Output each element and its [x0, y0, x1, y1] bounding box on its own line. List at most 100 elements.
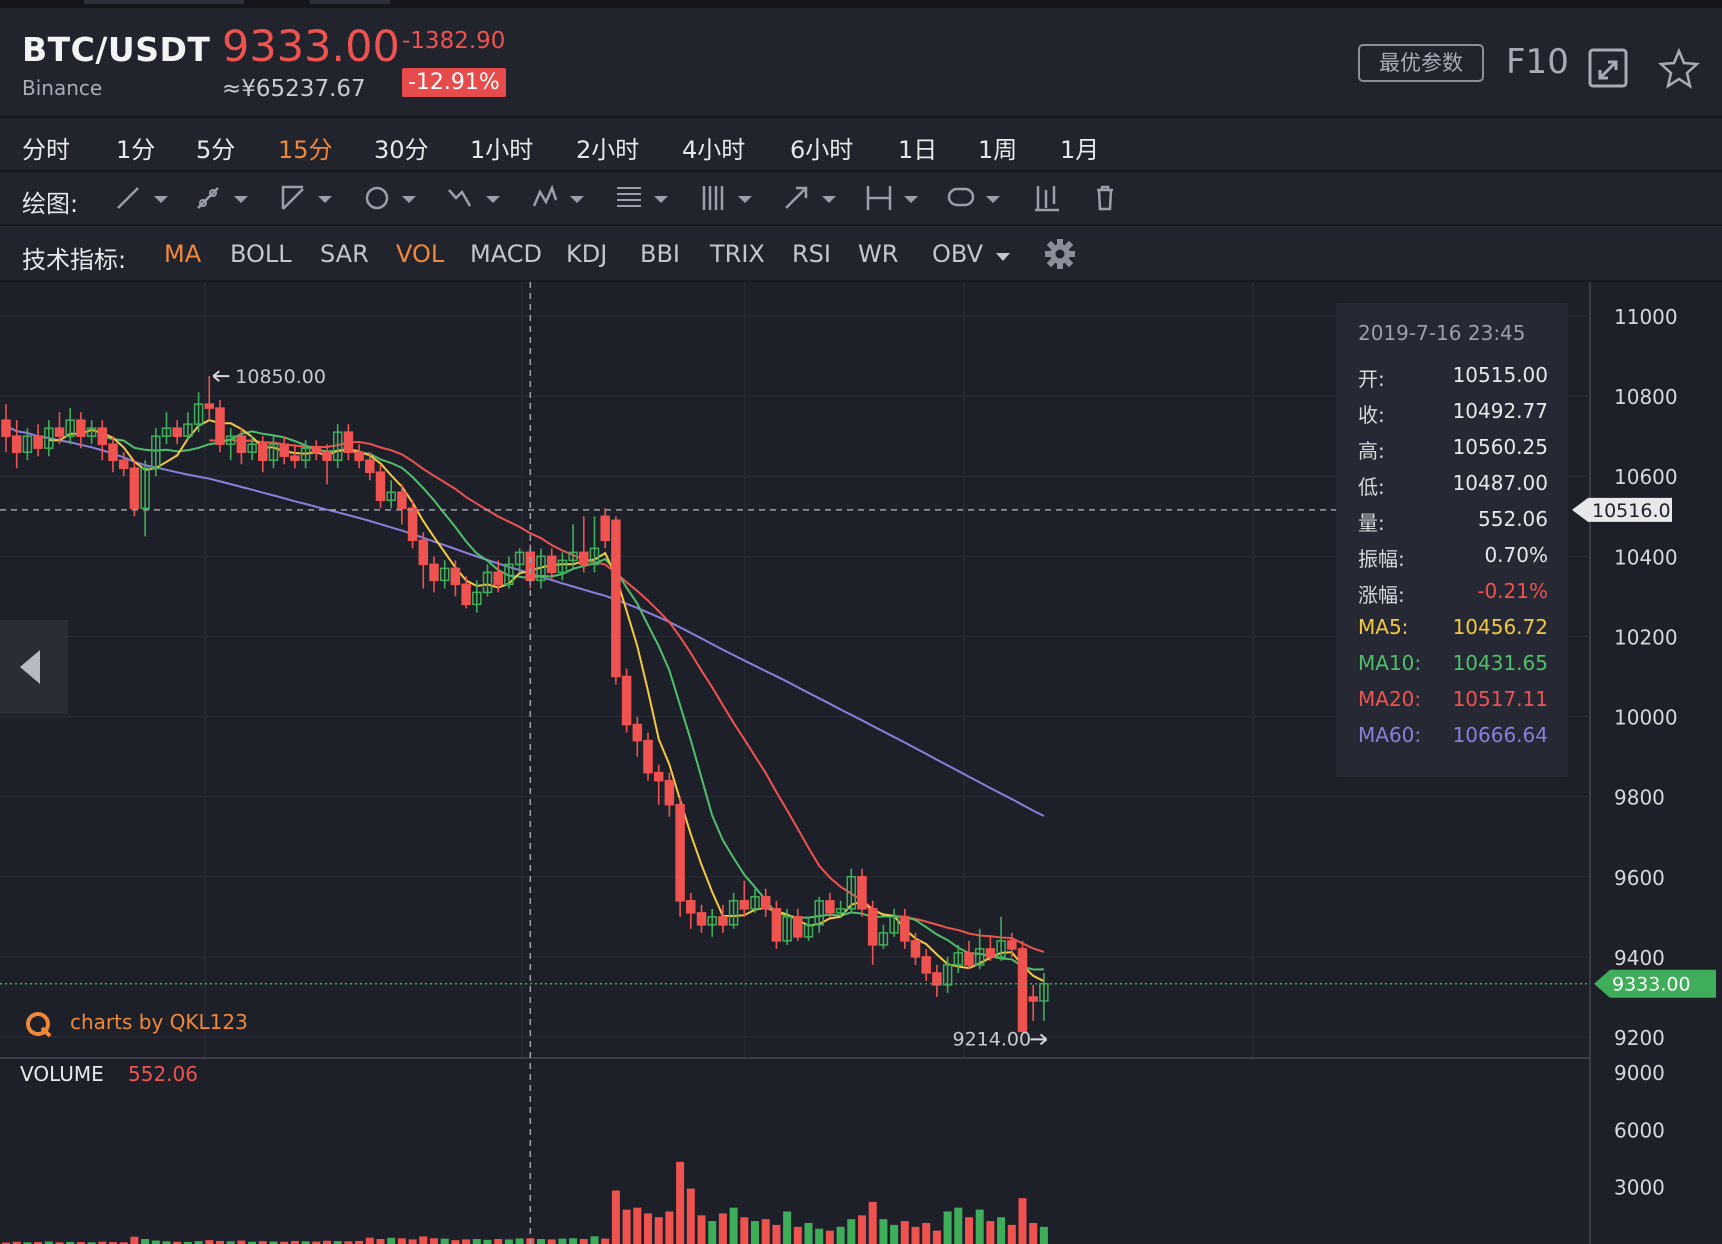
wave-tool-icon[interactable] — [446, 182, 516, 214]
volume-bar — [312, 1241, 321, 1244]
tab-timeframe[interactable]: 1分 — [116, 136, 156, 164]
low-marker-arrow — [1030, 1033, 1048, 1046]
tab-timeframe[interactable]: 6小时 — [790, 136, 854, 164]
tab-timeframe[interactable]: 4小时 — [682, 136, 746, 164]
price-change-pct: -12.91% — [402, 68, 506, 97]
tab-timeframe[interactable]: 15分 — [278, 136, 333, 164]
ray-tool-icon[interactable] — [194, 182, 264, 214]
candle-tool-icon[interactable] — [1032, 182, 1102, 214]
indicator-sar[interactable]: SAR — [320, 240, 369, 268]
volume-bar — [868, 1201, 877, 1244]
indicator-rsi[interactable]: RSI — [792, 240, 831, 268]
price-tick-label: 10200 — [1614, 625, 1678, 649]
obv-dropdown-caret-icon[interactable] — [996, 248, 1010, 261]
candle-body — [482, 571, 493, 594]
candle-body — [22, 435, 33, 453]
pattern-tool-icon[interactable] — [530, 182, 600, 214]
candle-body — [728, 900, 739, 926]
tab-timeframe[interactable]: 分时 — [22, 136, 70, 164]
volume-bar — [718, 1213, 727, 1244]
candle-body — [375, 471, 386, 502]
high-marker-arrow — [212, 370, 230, 382]
candle-body — [407, 507, 418, 542]
tooltip-value: 10456.72 — [1452, 615, 1548, 639]
star-icon[interactable] — [1657, 47, 1701, 90]
optimal-params-button[interactable]: 最优参数 — [1358, 44, 1484, 82]
candle-body — [300, 447, 311, 461]
volume-tick-label: 6000 — [1614, 1118, 1665, 1142]
candle-body — [65, 419, 75, 437]
volume-bar — [772, 1224, 781, 1244]
expand-icon[interactable] — [1588, 48, 1630, 90]
parallel-lines-tool-icon[interactable] — [698, 182, 768, 214]
fibonacci-tool-icon[interactable] — [614, 182, 684, 214]
tab-timeframe[interactable]: 1日 — [898, 136, 938, 164]
line-tool-icon[interactable] — [114, 182, 184, 214]
f10-button[interactable]: F10 — [1506, 42, 1569, 82]
tab-timeframe[interactable]: 1周 — [978, 136, 1018, 164]
volume-bar — [130, 1236, 139, 1244]
price-tick-label: 9600 — [1614, 866, 1665, 890]
candle-body — [953, 952, 964, 966]
volume-bar — [12, 1241, 21, 1244]
candle-body — [397, 491, 407, 510]
tooltip-value: 10517.11 — [1452, 687, 1548, 711]
tab-timeframe[interactable]: 30分 — [374, 136, 429, 164]
volume-bar — [183, 1241, 192, 1244]
candle-body — [857, 876, 867, 910]
indicator-ma[interactable]: MA — [164, 240, 202, 268]
volume-bar — [751, 1221, 759, 1244]
indicator-boll[interactable]: BOLL — [230, 240, 292, 268]
candle-body — [932, 972, 942, 986]
volume-bar — [333, 1241, 342, 1244]
tooltip-value: 10560.25 — [1452, 435, 1548, 459]
candle-body — [996, 940, 1006, 958]
volume-bar — [387, 1237, 396, 1244]
volume-bar — [569, 1238, 578, 1244]
gear-icon[interactable] — [1044, 238, 1076, 270]
circle-tool-icon[interactable] — [362, 182, 432, 214]
measure-tool-icon[interactable] — [864, 182, 934, 214]
volume-bar — [194, 1241, 203, 1244]
indicator-kdj[interactable]: KDJ — [566, 240, 608, 268]
volume-bar — [579, 1239, 588, 1244]
tab-timeframe[interactable]: 1小时 — [470, 136, 534, 164]
tooltip-key: 开: — [1358, 367, 1385, 391]
candle-body — [825, 900, 835, 914]
volume-bar — [1007, 1224, 1016, 1244]
volume-bar — [472, 1239, 481, 1244]
label-tool-icon[interactable] — [946, 182, 1016, 214]
trash-icon[interactable] — [1090, 182, 1160, 214]
tab-timeframe[interactable]: 5分 — [196, 136, 236, 164]
tab-timeframe[interactable]: 2小时 — [576, 136, 640, 164]
candle-body — [354, 451, 364, 461]
volume-bar — [258, 1241, 267, 1244]
candle-body — [846, 876, 857, 910]
candle-body — [921, 956, 931, 974]
tab-timeframe[interactable]: 1月 — [1060, 136, 1100, 164]
indicator-trix[interactable]: TRIX — [710, 240, 765, 268]
volume-bar — [708, 1221, 717, 1244]
top-strip — [0, 0, 1722, 8]
candle-body — [204, 403, 215, 409]
indicator-vol[interactable]: VOL — [396, 240, 445, 268]
tooltip-key: 低: — [1358, 475, 1385, 499]
volume-bar — [932, 1230, 941, 1244]
indicator-wr[interactable]: WR — [858, 240, 899, 268]
price-tick-label: 10800 — [1614, 385, 1678, 409]
angle-tool-icon[interactable] — [278, 182, 348, 214]
scroll-left-button[interactable] — [0, 620, 68, 714]
arrow-tool-icon[interactable] — [782, 182, 852, 214]
candle-body — [835, 908, 846, 914]
price-tick-label: 10400 — [1614, 545, 1678, 569]
indicator-obv[interactable]: OBV — [932, 240, 984, 268]
volume-bar — [141, 1239, 150, 1244]
indicator-macd[interactable]: MACD — [470, 240, 542, 268]
indicator-bbi[interactable]: BBI — [640, 240, 681, 268]
candle-body — [771, 908, 782, 942]
candle-tooltip: 2019-7-16 23:45 开: 10515.00 收: 10492.77 高: 10… — [1336, 303, 1568, 777]
volume-bar — [55, 1242, 64, 1244]
volume-bar — [397, 1238, 406, 1244]
volume-bar — [66, 1241, 75, 1244]
